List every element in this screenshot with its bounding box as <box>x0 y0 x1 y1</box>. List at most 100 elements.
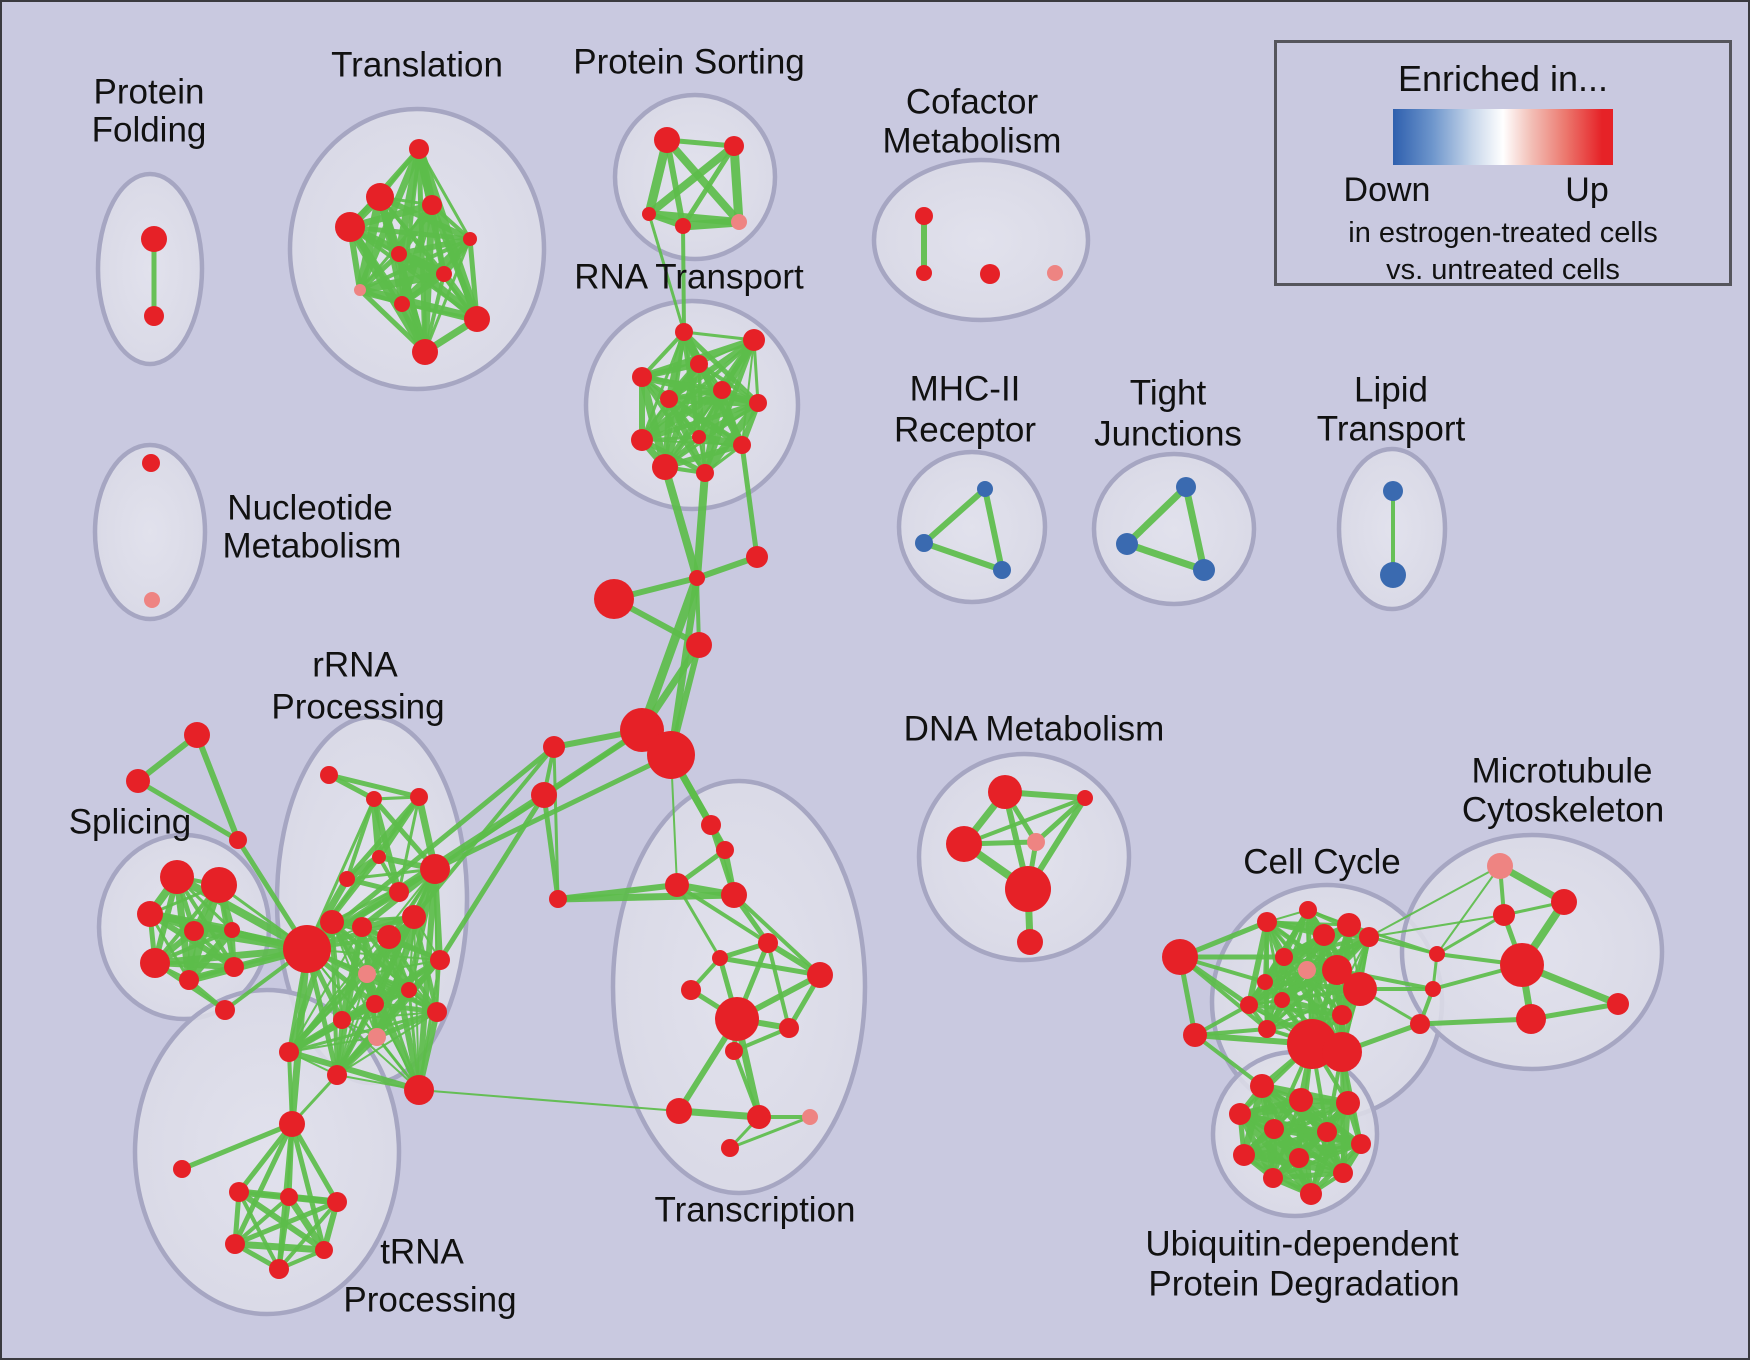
node-rt10 <box>652 454 678 480</box>
node-rb7 <box>401 982 417 998</box>
node-hub2b <box>647 731 695 779</box>
node-t7 <box>354 284 366 296</box>
edge <box>1368 865 1501 938</box>
node-ps0 <box>654 127 680 153</box>
edge <box>1123 540 1208 574</box>
node-mt2 <box>1493 904 1515 926</box>
node-rr4 <box>339 871 355 887</box>
node-t3 <box>335 212 365 242</box>
node-rr2 <box>410 788 428 806</box>
cluster-label-rrna-processing-line0: rRNA <box>312 646 398 685</box>
cluster-label-cell-cycle-line0: Cell Cycle <box>1243 843 1401 882</box>
node-sat_a <box>594 579 634 619</box>
edge-rna-transport-mesh <box>666 396 708 476</box>
edge <box>732 893 822 977</box>
edge-rna-transport-mesh <box>682 330 756 342</box>
node-mid1 <box>716 841 734 859</box>
edge <box>766 941 791 1030</box>
cluster-ellipse-mhc-ii-receptor <box>896 449 1048 605</box>
edge <box>179 1121 295 1172</box>
legend-box: Enriched in... Down Up in estrogen-treat… <box>1274 40 1732 286</box>
node-rt1 <box>743 329 765 351</box>
node-rr6 <box>420 854 450 884</box>
edge-translation-mesh <box>357 287 428 355</box>
edge-rrna-lower-mesh <box>336 1011 438 1076</box>
node-h3 <box>225 1234 245 1254</box>
node-rb11 <box>279 1042 299 1062</box>
node-c0 <box>1257 912 1277 932</box>
edge-trna-hex-mesh <box>277 1200 339 1271</box>
cluster-ellipse-nucleotide-metabolism <box>92 442 208 622</box>
edge-rna-transport-mesh <box>665 395 762 407</box>
node-mt3 <box>1500 943 1544 987</box>
node-rt5 <box>660 390 678 408</box>
edge <box>739 442 760 560</box>
node-sp1 <box>201 867 237 903</box>
node-c5 <box>1275 948 1293 966</box>
legend-up-label: Up <box>1565 171 1609 209</box>
cluster-label-trna-processing-line0: tRNA <box>380 1233 464 1272</box>
node-m1 <box>915 534 933 552</box>
legend-gradient-bar <box>1393 109 1613 165</box>
node-rt6 <box>749 394 767 412</box>
node-h1 <box>280 1188 298 1206</box>
node-rb4 <box>430 950 450 970</box>
edge-protein-sorting-mesh <box>678 217 744 231</box>
cluster-label-protein-folding-line0: Protein <box>94 73 205 112</box>
node-h0 <box>229 1182 249 1202</box>
node-tj1 <box>1116 533 1138 555</box>
node-sat_d <box>686 632 712 658</box>
node-c8 <box>1322 955 1352 985</box>
edge <box>1123 483 1190 548</box>
node-mid_l1 <box>543 736 565 758</box>
node-m2 <box>993 561 1011 579</box>
cluster-label-splicing-line0: Splicing <box>69 803 192 842</box>
node-tx2 <box>758 933 778 953</box>
node-c_sat2 <box>1183 1023 1207 1047</box>
node-tr_hub <box>279 1111 305 1137</box>
cluster-label-protein-sorting-line0: Protein Sorting <box>573 43 805 82</box>
cluster-ellipse-dna-metabolism <box>916 751 1132 963</box>
cluster-label-mhc-ii-receptor-line0: MHC-II <box>910 370 1021 409</box>
edge-rrna-lower-mesh <box>287 1010 439 1054</box>
node-t10 <box>412 339 438 365</box>
node-rb2 <box>377 925 401 949</box>
edge <box>418 1089 680 1112</box>
node-tr_l <box>173 1160 191 1178</box>
edge <box>675 1107 763 1121</box>
cluster-label-microtubule-cytoskeleton-line0: Microtubule <box>1472 752 1653 791</box>
node-u2 <box>1336 1091 1360 1115</box>
node-c2 <box>1313 924 1335 946</box>
node-tj2 <box>1193 559 1215 581</box>
edge-trna-hex-mesh <box>285 1193 328 1254</box>
cluster-label-tight-junctions-line0: Tight <box>1130 374 1207 413</box>
edge <box>693 469 709 582</box>
node-rt3 <box>632 367 652 387</box>
node-rt11 <box>696 464 714 482</box>
node-tx4 <box>807 962 833 988</box>
node-sat_c <box>746 546 768 568</box>
edge <box>1367 935 1439 956</box>
node-ps2 <box>642 207 656 221</box>
edge-cell-cycle-mesh <box>1246 919 1270 1008</box>
node-d0 <box>988 775 1022 809</box>
node-d3 <box>1027 833 1045 851</box>
edge-translation-mesh <box>357 251 402 293</box>
cluster-label-lipid-transport-line0: Lipid <box>1354 371 1428 410</box>
edge <box>717 955 823 978</box>
edge <box>412 745 556 919</box>
node-x0 <box>184 722 210 748</box>
cluster-ellipse-protein-folding <box>95 171 205 367</box>
node-tx12 <box>721 1139 739 1157</box>
node-mid_l2 <box>531 782 557 808</box>
legend-down-label: Down <box>1343 171 1431 209</box>
cluster-label-translation-line0: Translation <box>331 46 503 85</box>
node-rr0 <box>320 766 338 784</box>
edge <box>921 486 988 546</box>
edge <box>1033 795 1088 845</box>
node-tx9 <box>666 1098 692 1124</box>
edge <box>637 573 702 735</box>
edge-rna-transport-mesh <box>641 439 743 446</box>
node-rt4 <box>713 381 731 399</box>
